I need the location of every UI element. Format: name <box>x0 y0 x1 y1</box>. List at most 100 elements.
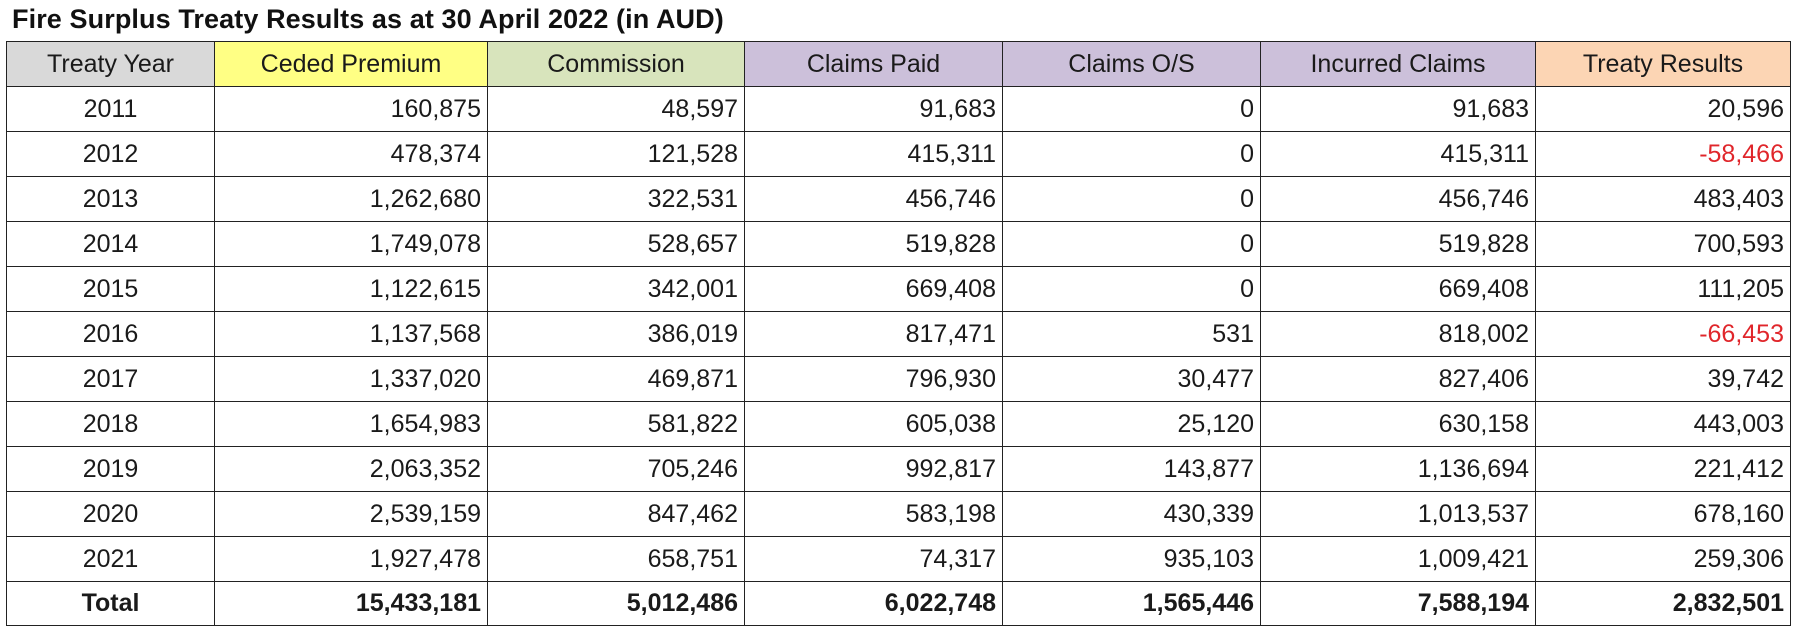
cell-treaty-year: 2016 <box>6 311 215 357</box>
table-row: 2013 1,262,680 322,531 456,746 0 456,746 483,4… <box>6 176 1791 222</box>
cell-treaty-results: 443,003 <box>1535 401 1791 447</box>
cell-claims-paid: 456,746 <box>744 176 1003 222</box>
cell-treaty-year: Total <box>6 581 215 626</box>
cell-claims-os: 0 <box>1002 266 1261 312</box>
table-row: 2012 478,374 121,528 415,311 0 415,311 -58,466 <box>6 131 1791 177</box>
cell-commission: 322,531 <box>487 176 745 222</box>
cell-commission: 386,019 <box>487 311 745 357</box>
table-row: 2019 2,063,352 705,246 992,817 143,877 1,136,… <box>6 446 1791 492</box>
cell-treaty-results: -58,466 <box>1535 131 1791 177</box>
table-body: 2011 160,875 48,597 91,683 0 91,683 20,596 2012… <box>6 86 1791 626</box>
cell-ceded-premium: 1,137,568 <box>214 311 488 357</box>
table-row: 2020 2,539,159 847,462 583,198 430,339 1,013,… <box>6 491 1791 537</box>
cell-ceded-premium: 1,749,078 <box>214 221 488 267</box>
cell-ceded-premium: 1,122,615 <box>214 266 488 312</box>
cell-treaty-year: 2015 <box>6 266 215 312</box>
cell-treaty-results: -66,453 <box>1535 311 1791 357</box>
cell-incurred-claims: 1,013,537 <box>1260 491 1536 537</box>
cell-ceded-premium: 2,539,159 <box>214 491 488 537</box>
header-treaty-year: Treaty Year <box>6 41 215 87</box>
table-row: 2014 1,749,078 528,657 519,828 0 519,828 700,5… <box>6 221 1791 267</box>
cell-ceded-premium: 478,374 <box>214 131 488 177</box>
cell-claims-os: 143,877 <box>1002 446 1261 492</box>
cell-claims-paid: 91,683 <box>744 86 1003 132</box>
cell-commission: 581,822 <box>487 401 745 447</box>
cell-claims-os: 0 <box>1002 221 1261 267</box>
cell-claims-paid: 583,198 <box>744 491 1003 537</box>
cell-claims-paid: 817,471 <box>744 311 1003 357</box>
cell-claims-paid: 74,317 <box>744 536 1003 582</box>
cell-commission: 528,657 <box>487 221 745 267</box>
cell-treaty-results: 2,832,501 <box>1535 581 1791 626</box>
cell-claims-paid: 669,408 <box>744 266 1003 312</box>
cell-claims-os: 430,339 <box>1002 491 1261 537</box>
cell-claims-os: 0 <box>1002 86 1261 132</box>
cell-claims-paid: 796,930 <box>744 356 1003 402</box>
cell-commission: 48,597 <box>487 86 745 132</box>
cell-treaty-results: 700,593 <box>1535 221 1791 267</box>
table-row: 2015 1,122,615 342,001 669,408 0 669,408 111,2… <box>6 266 1791 312</box>
cell-commission: 658,751 <box>487 536 745 582</box>
page-title: Fire Surplus Treaty Results as at 30 Apr… <box>12 4 724 34</box>
cell-commission: 705,246 <box>487 446 745 492</box>
table-row: 2021 1,927,478 658,751 74,317 935,103 1,009,4… <box>6 536 1791 582</box>
table-row: 2017 1,337,020 469,871 796,930 30,477 827,406… <box>6 356 1791 402</box>
header-commission: Commission <box>487 41 745 87</box>
cell-claims-paid: 415,311 <box>744 131 1003 177</box>
cell-treaty-year: 2013 <box>6 176 215 222</box>
cell-treaty-results: 483,403 <box>1535 176 1791 222</box>
cell-claims-os: 30,477 <box>1002 356 1261 402</box>
cell-incurred-claims: 630,158 <box>1260 401 1536 447</box>
cell-claims-os: 935,103 <box>1002 536 1261 582</box>
cell-claims-os: 0 <box>1002 131 1261 177</box>
cell-commission: 121,528 <box>487 131 745 177</box>
table-row: 2018 1,654,983 581,822 605,038 25,120 630,158… <box>6 401 1791 447</box>
header-claims-os: Claims O/S <box>1002 41 1261 87</box>
cell-incurred-claims: 827,406 <box>1260 356 1536 402</box>
cell-incurred-claims: 818,002 <box>1260 311 1536 357</box>
cell-ceded-premium: 1,927,478 <box>214 536 488 582</box>
cell-incurred-claims: 519,828 <box>1260 221 1536 267</box>
table-row: 2016 1,137,568 386,019 817,471 531 818,002 -66… <box>6 311 1791 357</box>
cell-treaty-year: 2020 <box>6 491 215 537</box>
table-row: 2011 160,875 48,597 91,683 0 91,683 20,596 <box>6 86 1791 132</box>
cell-treaty-year: 2018 <box>6 401 215 447</box>
header-row: Treaty Year Ceded Premium Commission Cla… <box>6 41 1791 87</box>
treaty-results-table: Treaty Year Ceded Premium Commission Cla… <box>6 41 1791 626</box>
cell-commission: 5,012,486 <box>487 581 745 626</box>
header-ceded-premium: Ceded Premium <box>214 41 488 87</box>
cell-commission: 342,001 <box>487 266 745 312</box>
cell-ceded-premium: 1,262,680 <box>214 176 488 222</box>
cell-ceded-premium: 160,875 <box>214 86 488 132</box>
cell-claims-os: 0 <box>1002 176 1261 222</box>
cell-claims-paid: 519,828 <box>744 221 1003 267</box>
cell-treaty-results: 259,306 <box>1535 536 1791 582</box>
cell-incurred-claims: 456,746 <box>1260 176 1536 222</box>
cell-ceded-premium: 1,337,020 <box>214 356 488 402</box>
header-treaty-results: Treaty Results <box>1535 41 1791 87</box>
cell-treaty-results: 111,205 <box>1535 266 1791 312</box>
cell-treaty-results: 678,160 <box>1535 491 1791 537</box>
cell-ceded-premium: 1,654,983 <box>214 401 488 447</box>
table-header: Treaty Year Ceded Premium Commission Cla… <box>6 41 1791 87</box>
cell-treaty-results: 39,742 <box>1535 356 1791 402</box>
cell-claims-paid: 605,038 <box>744 401 1003 447</box>
cell-ceded-premium: 15,433,181 <box>214 581 488 626</box>
cell-treaty-year: 2012 <box>6 131 215 177</box>
cell-claims-paid: 992,817 <box>744 446 1003 492</box>
cell-treaty-results: 221,412 <box>1535 446 1791 492</box>
cell-claims-paid: 6,022,748 <box>744 581 1003 626</box>
cell-treaty-year: 2021 <box>6 536 215 582</box>
cell-incurred-claims: 415,311 <box>1260 131 1536 177</box>
cell-incurred-claims: 91,683 <box>1260 86 1536 132</box>
cell-treaty-year: 2011 <box>6 86 215 132</box>
header-claims-paid: Claims Paid <box>744 41 1003 87</box>
cell-incurred-claims: 1,136,694 <box>1260 446 1536 492</box>
cell-commission: 469,871 <box>487 356 745 402</box>
cell-claims-os: 25,120 <box>1002 401 1261 447</box>
cell-treaty-year: 2014 <box>6 221 215 267</box>
cell-incurred-claims: 669,408 <box>1260 266 1536 312</box>
cell-treaty-results: 20,596 <box>1535 86 1791 132</box>
cell-treaty-year: 2017 <box>6 356 215 402</box>
cell-incurred-claims: 7,588,194 <box>1260 581 1536 626</box>
